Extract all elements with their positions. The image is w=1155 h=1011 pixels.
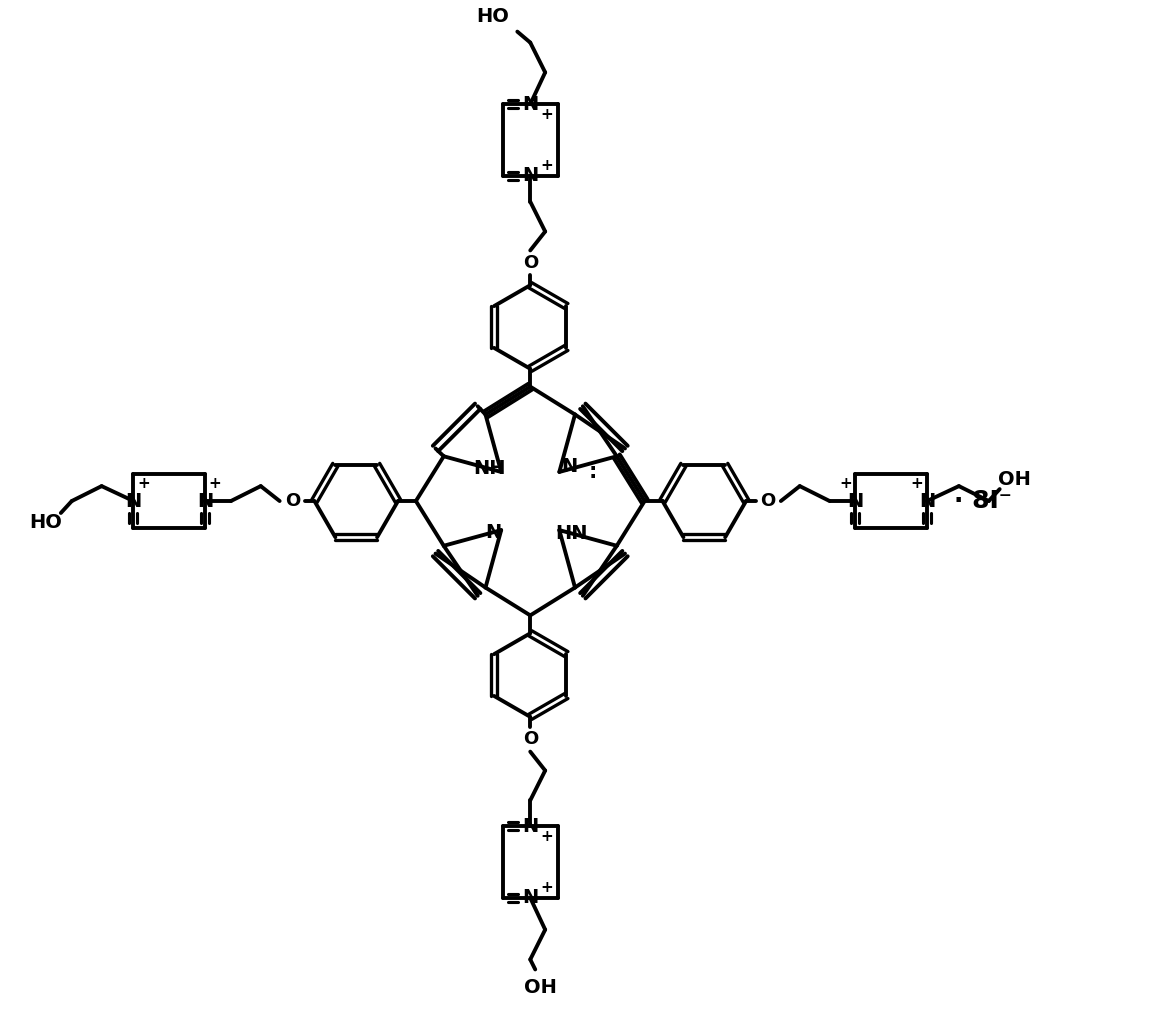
Text: +: + <box>911 475 924 490</box>
Text: HO: HO <box>476 7 509 26</box>
Text: O: O <box>760 492 775 510</box>
Text: O: O <box>522 730 538 748</box>
Text: O: O <box>285 492 300 510</box>
Text: +: + <box>137 475 150 490</box>
Text: N: N <box>522 95 538 113</box>
Text: +: + <box>541 107 553 121</box>
Text: OH: OH <box>998 470 1031 488</box>
Text: · 8I⁻: · 8I⁻ <box>954 489 1012 513</box>
Text: N: N <box>848 491 864 511</box>
Text: HO: HO <box>30 514 62 533</box>
Text: N: N <box>919 491 936 511</box>
Text: N: N <box>561 458 578 476</box>
Text: N: N <box>126 491 142 511</box>
Text: N: N <box>522 817 538 836</box>
Text: NH: NH <box>474 459 506 478</box>
Text: N: N <box>522 167 538 185</box>
Text: N: N <box>198 491 214 511</box>
Text: +: + <box>541 829 553 843</box>
Text: +: + <box>840 475 852 490</box>
Text: N: N <box>485 523 501 542</box>
Text: +: + <box>209 475 222 490</box>
Text: :: : <box>589 462 597 482</box>
Text: +: + <box>541 881 553 896</box>
Text: +: + <box>541 159 553 173</box>
Text: OH: OH <box>523 978 557 997</box>
Text: N: N <box>522 889 538 907</box>
Text: O: O <box>522 255 538 272</box>
Text: HN: HN <box>556 524 588 543</box>
